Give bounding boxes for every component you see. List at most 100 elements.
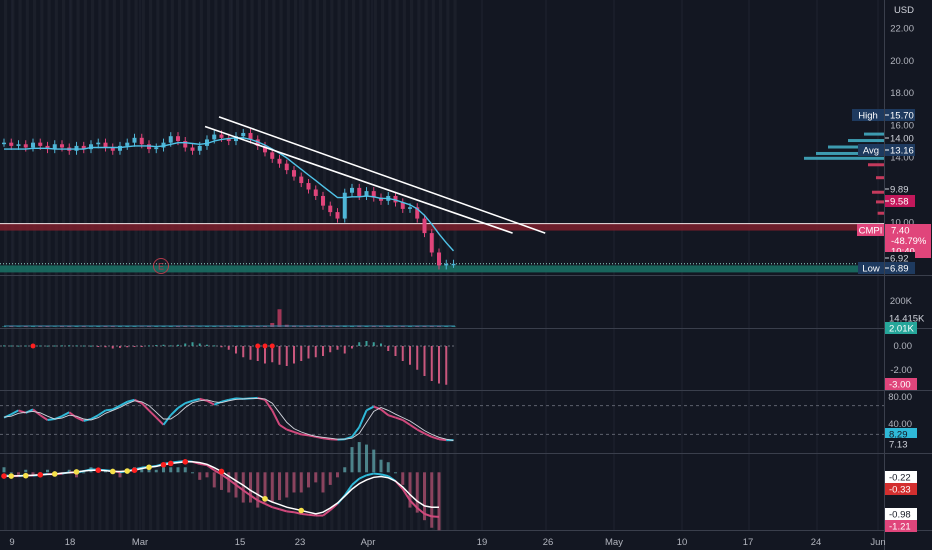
stochastic-k-segment	[308, 434, 316, 438]
macd-histogram-bar	[205, 472, 209, 478]
stochastic-k-segment	[301, 433, 309, 437]
oscillator-signal-dot	[269, 343, 275, 349]
time-axis-label[interactable]: May	[605, 537, 623, 548]
volume-profile-bar	[816, 151, 884, 155]
candle-body	[270, 152, 275, 159]
trendline[interactable]	[218, 116, 546, 234]
price-axis-tick[interactable]: 10.00	[890, 217, 914, 228]
oscillator-axis-tick[interactable]: -2.00	[890, 365, 912, 376]
time-axis-label[interactable]: 26	[543, 537, 554, 548]
macd-histogram-bar	[220, 472, 223, 490]
earnings-marker[interactable]: E	[153, 258, 169, 274]
oscillator-bar	[155, 345, 158, 346]
oscillator-signal-dot	[262, 343, 268, 349]
stochastic-k-segment	[395, 416, 404, 421]
oscillator-bar	[271, 346, 274, 363]
macd-line-segment	[206, 464, 215, 472]
stochastic-axis-tick[interactable]: 40.00	[888, 419, 912, 430]
candle-body	[234, 136, 238, 142]
time-axis-label[interactable]: Mar	[132, 537, 148, 548]
avg-tag-label-bg	[858, 144, 884, 156]
price-axis-tick[interactable]: 16.00	[890, 120, 914, 131]
stochastic-k-segment	[366, 405, 375, 412]
history-stripe	[163, 0, 167, 530]
stochastic-k-segment	[47, 418, 55, 421]
volume-bar	[67, 326, 72, 327]
macd-line-segment	[329, 503, 339, 511]
macd-tag-3-bg	[885, 508, 917, 520]
macd-line-segment	[343, 484, 353, 496]
macd-line-segment	[401, 488, 411, 501]
volume-axis-tick[interactable]: 200K	[890, 296, 913, 307]
macd-histogram-bar	[415, 472, 419, 513]
volume-tag-small: 2.01K	[889, 324, 914, 335]
stochastic-axis-tick[interactable]: 80.00	[888, 392, 912, 403]
macd-tag-1: -0.22	[889, 473, 911, 484]
time-axis-label[interactable]: 24	[811, 537, 822, 548]
price-axis-tick[interactable]: 18.00	[890, 88, 914, 99]
history-stripe	[207, 0, 211, 530]
time-axis-label[interactable]: Apr	[361, 537, 376, 548]
candle-body	[437, 252, 441, 266]
candle-body	[415, 207, 420, 219]
history-stripe	[120, 0, 124, 530]
history-stripe	[301, 0, 305, 530]
macd-histogram-bar	[336, 472, 339, 478]
time-axis-label[interactable]: 23	[295, 537, 306, 548]
history-stripe	[344, 0, 348, 530]
stochastic-k-segment	[380, 408, 389, 416]
volume-bar	[38, 326, 43, 327]
oscillator-bar	[46, 345, 49, 347]
stochastic-k-segment	[39, 414, 49, 421]
time-axis-label[interactable]: 15	[235, 537, 246, 548]
candle-body	[371, 191, 376, 198]
oscillator-bar	[162, 344, 165, 346]
time-axis-label[interactable]: 9	[9, 537, 14, 548]
oscillator-bar	[198, 343, 201, 346]
stochastic-k-segment	[112, 404, 121, 411]
price-axis-tick[interactable]: 14.00	[890, 153, 914, 164]
volume-profile-bar	[828, 145, 884, 149]
oscillator-bar	[227, 346, 230, 350]
stochastic-k-segment	[155, 416, 165, 426]
oscillator-bar	[111, 346, 114, 349]
oscillator-bar	[430, 346, 433, 381]
macd-histogram-bar	[270, 472, 274, 503]
macd-tag-1-bg	[885, 471, 917, 483]
stochastic-k-segment	[192, 397, 201, 402]
price-axis-tick[interactable]: 22.00	[890, 24, 914, 35]
time-axis-label[interactable]: 18	[65, 537, 76, 548]
time-axis[interactable]: 9 18 Mar 15 23 Apr 19 26 May 10 17 24 Jun	[9, 537, 885, 548]
history-stripe	[178, 0, 182, 530]
candle-body	[16, 144, 21, 146]
price-axis-tick[interactable]: 20.00	[890, 56, 914, 67]
macd-cross-dot-red	[160, 461, 167, 468]
price-14-tag-bg	[885, 132, 915, 144]
history-stripe	[62, 0, 66, 530]
cmpi-change: -48.79%	[891, 236, 927, 247]
trendlines[interactable]	[204, 116, 546, 234]
macd-cross-dot-yellow	[73, 469, 80, 475]
oscillator-axis-tick[interactable]: 0.00	[894, 341, 913, 352]
time-axis-label[interactable]: 19	[477, 537, 488, 548]
trendline[interactable]	[204, 125, 513, 234]
history-stripe	[265, 0, 269, 530]
time-axis-label[interactable]: 17	[743, 537, 754, 548]
time-axis-label[interactable]: Jun	[870, 537, 885, 548]
stochastic-k-segment	[315, 435, 324, 440]
candle-body	[321, 195, 325, 206]
oscillator-bar	[242, 346, 245, 358]
oscillator-bar	[351, 346, 353, 349]
resistance-zone	[0, 223, 884, 231]
history-stripe	[199, 0, 203, 530]
macd-line-segment	[308, 513, 316, 517]
macd-line-segment	[373, 472, 382, 476]
macd-cross-dot-red	[131, 467, 138, 474]
volume-bar	[110, 326, 115, 327]
moving-average-line	[4, 137, 455, 252]
macd-histogram-bar	[67, 469, 71, 473]
stochastic-k-segment	[264, 399, 274, 411]
earnings-icon[interactable]	[153, 258, 169, 274]
time-axis-label[interactable]: 10	[677, 537, 688, 548]
